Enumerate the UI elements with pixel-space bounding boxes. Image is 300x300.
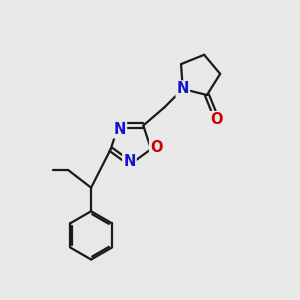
Text: N: N xyxy=(123,154,136,169)
Text: O: O xyxy=(150,140,163,155)
Text: N: N xyxy=(177,82,189,97)
Text: O: O xyxy=(211,112,223,127)
Text: N: N xyxy=(114,122,126,137)
